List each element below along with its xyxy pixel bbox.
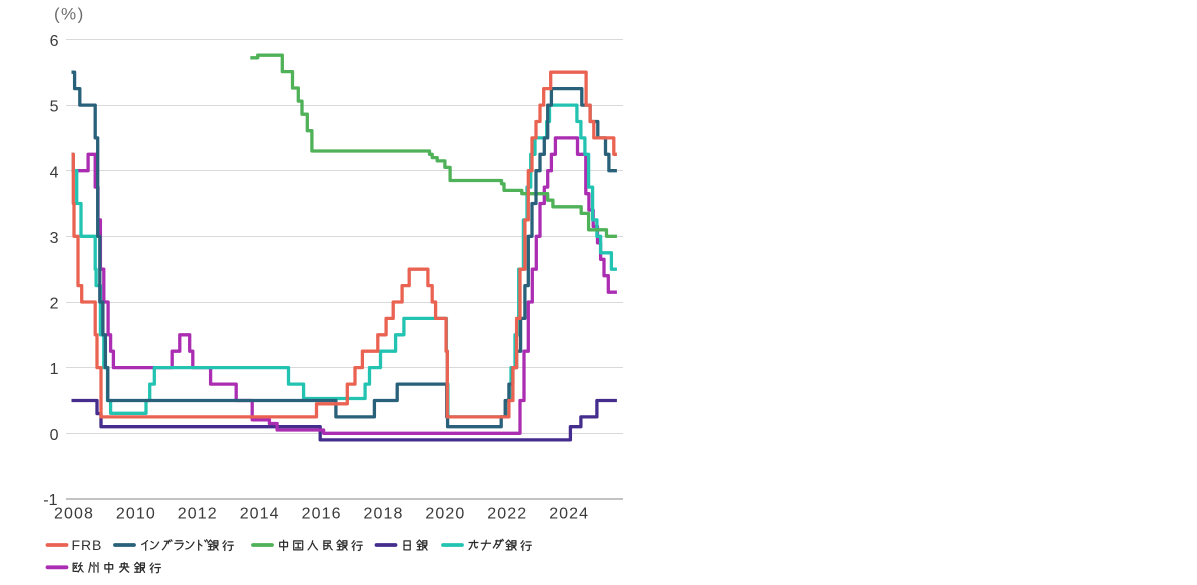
svg-text:(%): (%) <box>54 5 85 24</box>
svg-text:2012: 2012 <box>178 506 218 523</box>
svg-text:2014: 2014 <box>240 506 280 523</box>
svg-text:-1: -1 <box>43 492 57 509</box>
svg-text:2: 2 <box>50 296 59 313</box>
svg-text:4: 4 <box>50 164 59 181</box>
svg-text:0: 0 <box>50 427 59 444</box>
svg-text:2010: 2010 <box>116 506 156 523</box>
svg-text:2020: 2020 <box>425 506 465 523</box>
svg-text:2018: 2018 <box>364 506 404 523</box>
svg-text:5: 5 <box>50 99 59 116</box>
svg-text:3: 3 <box>50 230 59 247</box>
svg-text:2022: 2022 <box>487 506 527 523</box>
svg-text:6: 6 <box>50 33 59 50</box>
svg-text:1: 1 <box>50 361 59 378</box>
svg-text:2016: 2016 <box>302 506 342 523</box>
svg-text:FRB: FRB <box>72 537 103 553</box>
svg-text:2024: 2024 <box>549 506 589 523</box>
svg-text:2008: 2008 <box>54 506 94 523</box>
